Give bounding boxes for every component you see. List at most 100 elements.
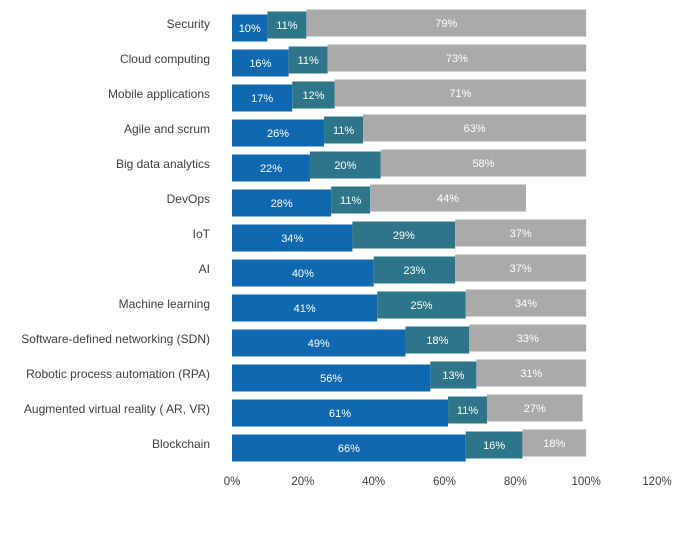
data-label: 16% xyxy=(249,58,271,70)
data-label: 29% xyxy=(393,230,415,242)
data-label-suffix: % xyxy=(529,333,539,345)
data-label: 34% xyxy=(281,233,303,245)
data-label-suffix: % xyxy=(351,195,361,207)
data-label: 40% xyxy=(292,268,314,280)
data-label-suffix: % xyxy=(344,125,354,137)
bar-segment xyxy=(309,151,381,179)
data-label: 33% xyxy=(517,333,539,345)
data-label-suffix: % xyxy=(309,55,319,67)
bar-segment xyxy=(232,434,466,462)
data-label-suffix: % xyxy=(405,230,415,242)
data-label: 73% xyxy=(446,53,468,65)
data-label-suffix: % xyxy=(423,300,433,312)
bar-segment xyxy=(465,289,587,317)
bar-segment xyxy=(370,184,526,212)
data-label-suffix: % xyxy=(522,228,532,240)
x-tick-label: 120% xyxy=(642,476,671,488)
data-label: 44% xyxy=(437,193,459,205)
data-label: 71% xyxy=(449,88,471,100)
bar-segment xyxy=(232,84,293,112)
data-label: 11% xyxy=(340,195,361,207)
data-label-suffix: % xyxy=(263,93,273,105)
x-tick-label: 40% xyxy=(362,476,385,488)
category-label: Security xyxy=(167,17,210,31)
data-label-suffix: % xyxy=(279,128,289,140)
data-label: 66% xyxy=(338,443,360,455)
bar-segment xyxy=(476,359,587,387)
data-label: 16% xyxy=(483,440,505,452)
data-label: 34% xyxy=(515,298,537,310)
data-label: 23% xyxy=(403,265,425,277)
data-label: 12% xyxy=(302,90,324,102)
data-label-suffix: % xyxy=(251,23,261,35)
data-label: 31% xyxy=(520,368,542,380)
data-label-suffix: % xyxy=(439,335,449,347)
x-tick-label: 60% xyxy=(433,476,456,488)
data-label: 63% xyxy=(464,123,486,135)
data-label-suffix: % xyxy=(341,408,351,420)
bar-segment xyxy=(288,46,328,74)
data-label-suffix: % xyxy=(283,198,293,210)
data-label-suffix: % xyxy=(320,338,330,350)
bar-segment xyxy=(405,326,470,354)
data-label: 27% xyxy=(524,403,546,415)
x-tick-label: 20% xyxy=(291,476,314,488)
data-label-suffix: % xyxy=(533,368,543,380)
bar-segment xyxy=(455,219,587,247)
bar-segment xyxy=(232,14,268,42)
data-label-suffix: % xyxy=(306,303,316,315)
data-label: 58% xyxy=(472,158,494,170)
data-label: 17% xyxy=(251,93,273,105)
data-label: 26% xyxy=(267,128,289,140)
data-label-suffix: % xyxy=(458,53,468,65)
bar-segment xyxy=(487,394,583,422)
bar-segment xyxy=(373,256,456,284)
data-label-suffix: % xyxy=(476,123,486,135)
x-tick-label: 0% xyxy=(224,476,241,488)
category-label: Augmented virtual reality ( AR, VR) xyxy=(24,402,210,416)
bar-segment xyxy=(232,154,310,182)
bar-segment xyxy=(331,186,371,214)
bar-segment xyxy=(232,259,374,287)
bar-segment xyxy=(324,116,364,144)
data-label: 37% xyxy=(510,263,532,275)
data-label: 10% xyxy=(239,23,261,35)
bar-segment xyxy=(377,291,466,319)
data-label: 25% xyxy=(410,300,432,312)
category-label: Robotic process automation (RPA) xyxy=(26,367,210,381)
data-label: 11% xyxy=(276,20,297,32)
data-label-suffix: % xyxy=(304,268,314,280)
data-label: 79% xyxy=(435,18,457,30)
data-label-suffix: % xyxy=(536,403,546,415)
data-label-suffix: % xyxy=(347,160,357,172)
data-label: 18% xyxy=(426,335,448,347)
data-label-suffix: % xyxy=(449,193,459,205)
data-label: 37% xyxy=(510,228,532,240)
data-label-suffix: % xyxy=(288,20,298,32)
data-label-suffix: % xyxy=(468,405,478,417)
data-label-suffix: % xyxy=(462,88,472,100)
data-label-suffix: % xyxy=(272,163,282,175)
category-label: DevOps xyxy=(167,192,210,206)
data-label-suffix: % xyxy=(416,265,426,277)
category-label: Blockchain xyxy=(152,437,210,451)
category-label: Software-defined networking (SDN) xyxy=(21,332,210,346)
category-label: Mobile applications xyxy=(108,87,210,101)
category-label: Agile and scrum xyxy=(124,122,210,136)
data-label: 41% xyxy=(294,303,316,315)
bar-segment xyxy=(455,254,587,282)
data-label: 11% xyxy=(298,55,319,67)
bar-segment xyxy=(448,396,487,424)
data-label-suffix: % xyxy=(262,58,272,70)
category-label: IoT xyxy=(193,227,211,241)
data-label-suffix: % xyxy=(448,18,458,30)
data-label: 11% xyxy=(333,125,354,137)
data-label: 11% xyxy=(457,405,478,417)
data-label-suffix: % xyxy=(332,373,342,385)
bar-segment xyxy=(232,329,406,357)
bar-segment xyxy=(232,399,449,427)
data-label: 18% xyxy=(543,438,565,450)
data-label: 28% xyxy=(271,198,293,210)
data-label: 61% xyxy=(329,408,351,420)
